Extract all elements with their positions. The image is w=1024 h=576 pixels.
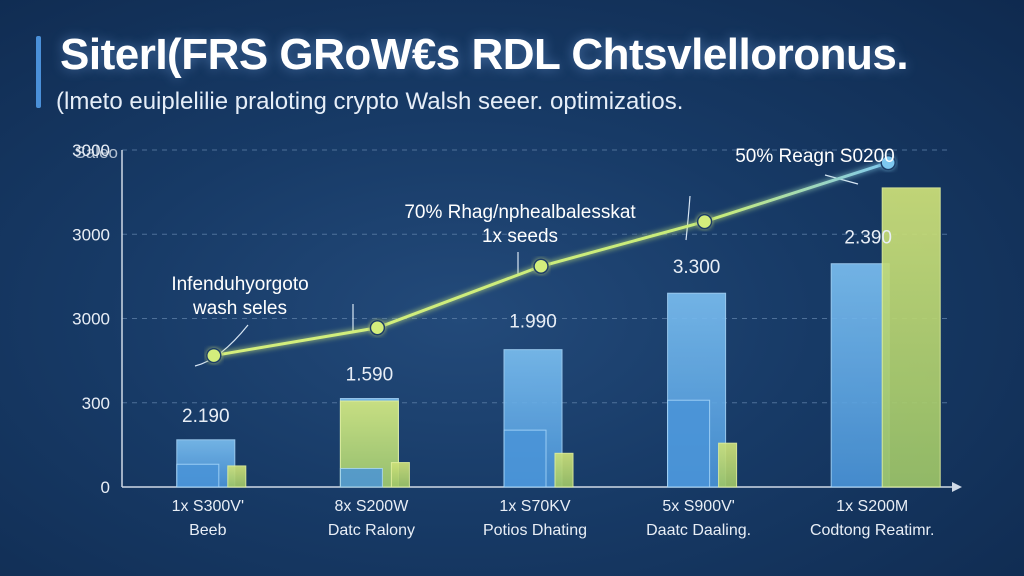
x-tick-label: 5x S900V' [662, 498, 734, 515]
x-tick-label: 8x S200W [334, 498, 409, 515]
chart-subtitle: (lmeto euiplelilie praloting crypto Wals… [56, 88, 684, 115]
annotation-leader [194, 324, 249, 367]
annotation-text: 70% Rhag/nphealbalesskat [404, 202, 636, 223]
annotation-text: Infenduhyorgoto [171, 274, 308, 295]
x-tick-sublabel: Beeb [189, 522, 226, 539]
line-point [696, 213, 713, 230]
bar [881, 187, 941, 488]
annotation-leader [685, 195, 691, 241]
y-tick-label: 3000 [72, 310, 110, 329]
line-point [206, 347, 222, 364]
chart-title: SiterI(FRS GRoW€s RDL Chtsvlelloronus. [60, 30, 909, 79]
data-label: 3.300 [673, 257, 721, 278]
bar [176, 463, 220, 488]
x-tick-label: 1x S300V' [172, 498, 244, 515]
annotation-text: wash seles [192, 298, 287, 319]
line-point [533, 258, 549, 275]
bar [390, 462, 410, 488]
annotation-text: 50% Reagn S0200 [735, 146, 895, 167]
bar [227, 465, 247, 488]
annotation-text: 1x seeds [482, 226, 558, 247]
bar [718, 442, 738, 488]
bar [554, 452, 574, 488]
data-label: 2.190 [182, 406, 230, 427]
bar [667, 399, 711, 488]
y-tick-label: 3000 [72, 225, 110, 244]
y-tick-label: 3000 [72, 141, 110, 160]
annotation-leader [824, 174, 859, 185]
line-point [369, 320, 386, 336]
title-accent-bar [36, 36, 41, 108]
y-tick-label: 0 [101, 478, 110, 497]
x-tick-sublabel: Codtong Reatimr. [810, 522, 935, 539]
data-label: 1.590 [346, 365, 394, 386]
bar [830, 263, 890, 488]
x-tick-sublabel: Potios Dhating [483, 522, 587, 539]
data-label: 1.990 [509, 312, 557, 333]
bar [339, 467, 383, 488]
y-axis-label: Saleo [75, 143, 118, 162]
x-tick-label: 1x S200M [836, 498, 908, 515]
bar [503, 429, 547, 488]
x-axis-arrow [952, 482, 962, 492]
line-point [880, 154, 896, 171]
x-tick-sublabel: Datc Ralony [328, 522, 415, 539]
x-tick-label: 1x S70KV [499, 498, 570, 515]
data-label: 2.390 [844, 228, 892, 249]
y-tick-label: 300 [82, 394, 110, 413]
x-tick-sublabel: Daatc Daaling. [646, 522, 751, 539]
